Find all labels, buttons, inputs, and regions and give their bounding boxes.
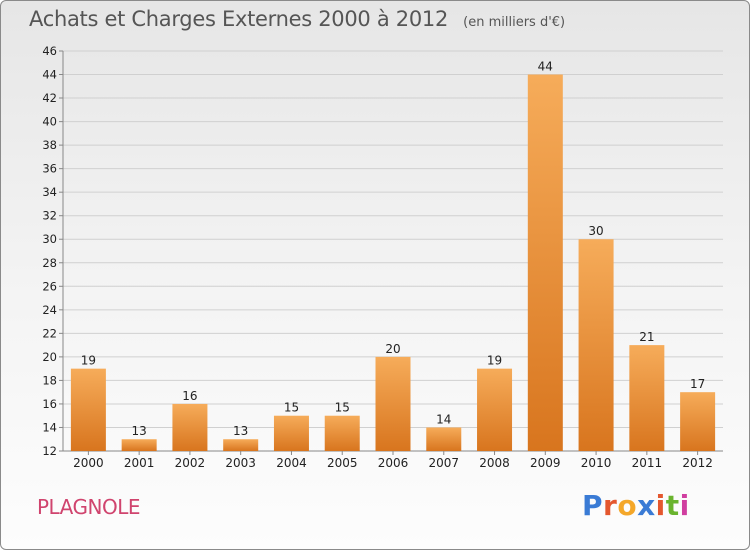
bar xyxy=(426,427,462,451)
bar xyxy=(273,415,309,451)
proxiti-logo: Proxiti xyxy=(582,489,690,522)
bar xyxy=(629,345,665,451)
data-label: 44 xyxy=(538,60,553,74)
y-tick-label: 36 xyxy=(42,162,57,176)
y-tick-label: 16 xyxy=(42,397,57,411)
bar xyxy=(680,392,716,451)
x-tick-label: 2000 xyxy=(73,456,104,470)
data-label: 19 xyxy=(487,354,502,368)
data-label: 30 xyxy=(588,224,603,238)
x-tick-label: 2003 xyxy=(225,456,256,470)
logo-letter: i xyxy=(655,489,666,522)
data-label: 14 xyxy=(436,412,451,426)
title-row: Achats et Charges Externes 2000 à 2012 (… xyxy=(29,7,565,31)
data-label: 17 xyxy=(690,377,705,391)
bar xyxy=(477,368,513,451)
data-label: 19 xyxy=(81,354,96,368)
y-tick-label: 46 xyxy=(42,44,57,58)
bar xyxy=(172,403,208,451)
logo-letter: r xyxy=(603,489,618,522)
bar xyxy=(70,368,106,451)
y-tick-label: 22 xyxy=(42,326,57,340)
y-tick-label: 26 xyxy=(42,279,57,293)
x-tick-label: 2012 xyxy=(682,456,713,470)
logo-letter: o xyxy=(617,489,638,522)
y-tick-label: 32 xyxy=(42,209,57,223)
x-tick-label: 2002 xyxy=(175,456,206,470)
bar xyxy=(324,415,360,451)
commune-name: PLAGNOLE xyxy=(37,495,140,519)
y-tick-label: 28 xyxy=(42,256,57,270)
y-tick-label: 24 xyxy=(42,303,57,317)
x-tick-label: 2009 xyxy=(530,456,561,470)
data-label: 21 xyxy=(639,330,654,344)
chart-title: Achats et Charges Externes 2000 à 2012 xyxy=(29,7,449,31)
y-tick-label: 38 xyxy=(42,138,57,152)
y-tick-label: 30 xyxy=(42,232,57,246)
logo-letter: t xyxy=(665,489,680,522)
x-tick-label: 2010 xyxy=(581,456,612,470)
x-tick-label: 2011 xyxy=(632,456,663,470)
y-tick-label: 20 xyxy=(42,350,57,364)
y-tick-label: 18 xyxy=(42,373,57,387)
y-tick-label: 42 xyxy=(42,91,57,105)
bar xyxy=(578,239,614,451)
bar xyxy=(375,356,411,451)
y-tick-label: 44 xyxy=(42,68,57,82)
logo-letter: i xyxy=(679,489,690,522)
bar xyxy=(121,439,157,451)
logo-letter: x xyxy=(637,489,656,522)
data-label: 20 xyxy=(385,342,400,356)
data-label: 15 xyxy=(335,401,350,415)
bar xyxy=(527,74,563,451)
x-tick-label: 2008 xyxy=(479,456,510,470)
data-label: 13 xyxy=(233,424,248,438)
data-label: 13 xyxy=(132,424,147,438)
y-tick-label: 12 xyxy=(42,444,57,458)
x-tick-label: 2007 xyxy=(428,456,459,470)
chart-unit: (en milliers d'€) xyxy=(463,15,566,30)
logo-letter: P xyxy=(582,489,604,522)
x-tick-label: 2004 xyxy=(276,456,307,470)
data-label: 16 xyxy=(182,389,197,403)
y-tick-label: 40 xyxy=(42,115,57,129)
y-tick-label: 14 xyxy=(42,420,57,434)
y-tick-label: 34 xyxy=(42,185,57,199)
x-tick-label: 2005 xyxy=(327,456,358,470)
x-tick-label: 2001 xyxy=(124,456,155,470)
x-tick-label: 2006 xyxy=(378,456,409,470)
bar xyxy=(223,439,259,451)
data-label: 15 xyxy=(284,401,299,415)
